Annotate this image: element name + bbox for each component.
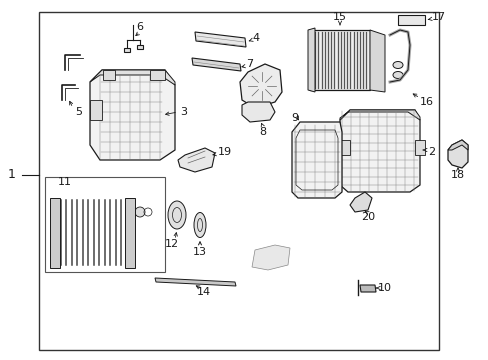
Polygon shape [309,30,369,90]
Text: 8: 8 [259,127,266,137]
Text: 5: 5 [75,107,82,117]
Text: 16: 16 [419,97,433,107]
Polygon shape [103,70,115,80]
Polygon shape [339,140,349,155]
Bar [39,12,438,350]
Polygon shape [124,48,130,52]
Text: 20: 20 [360,212,374,222]
Polygon shape [90,70,175,85]
Polygon shape [178,148,215,172]
Polygon shape [125,198,135,268]
Polygon shape [369,30,384,92]
Polygon shape [240,64,282,108]
Polygon shape [50,198,60,268]
Text: 13: 13 [193,247,206,257]
Polygon shape [150,70,164,80]
Text: 6: 6 [136,22,143,32]
Polygon shape [90,70,175,160]
Text: 1: 1 [8,168,16,181]
Text: 9: 9 [291,113,298,123]
Text: 14: 14 [197,287,211,297]
Text: 10: 10 [377,283,391,293]
Ellipse shape [392,62,402,68]
Text: 12: 12 [164,239,179,249]
Bar [45,177,164,272]
Text: 18: 18 [450,170,464,180]
Polygon shape [192,58,241,71]
Polygon shape [359,285,375,292]
Polygon shape [349,192,371,212]
Polygon shape [137,45,142,49]
Text: 3: 3 [180,107,186,117]
Polygon shape [447,140,467,150]
Ellipse shape [194,212,205,238]
Text: 7: 7 [245,59,253,69]
Text: 17: 17 [431,12,445,22]
Ellipse shape [392,72,402,78]
Text: 11: 11 [58,177,72,187]
Polygon shape [339,110,419,192]
Polygon shape [447,140,467,168]
Circle shape [135,207,145,217]
Polygon shape [414,140,424,155]
Polygon shape [307,28,314,92]
Text: 15: 15 [332,12,346,22]
Polygon shape [397,15,424,25]
Text: 2: 2 [427,147,434,157]
Polygon shape [242,102,274,122]
Text: 19: 19 [218,147,232,157]
Polygon shape [155,278,236,286]
Polygon shape [339,110,419,120]
Polygon shape [291,122,341,198]
Polygon shape [251,245,289,270]
Circle shape [257,81,266,91]
Polygon shape [90,100,102,120]
Text: 4: 4 [251,33,259,43]
Polygon shape [195,32,245,47]
Ellipse shape [168,201,185,229]
